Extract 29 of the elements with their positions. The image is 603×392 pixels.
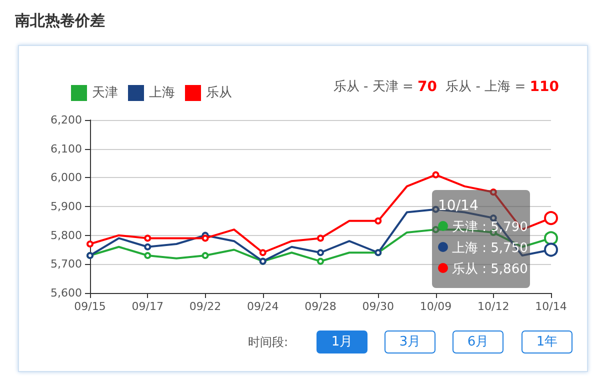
y-tick-label: 5,600 (50, 286, 82, 300)
legend-label: 乐从 (206, 86, 232, 100)
y-tick-label: 5,800 (50, 228, 82, 242)
text: 乐从 - 天津 = 70 (333, 79, 438, 95)
text: 6月 (467, 334, 489, 350)
text: 3月 (399, 334, 421, 350)
y-tick-label: 5,900 (50, 200, 82, 213)
annotation: 10/14 (438, 197, 480, 216)
x-tick-label: 09/24 (247, 300, 279, 313)
annotation: 乐从 : 5,860 (452, 262, 528, 277)
x-tick-label: 09/30 (362, 300, 394, 313)
legend-label: 上海 (149, 86, 175, 100)
text: 1月 (331, 334, 353, 350)
y-tick-label: 6,200 (50, 114, 82, 126)
y-tick-label: 5,700 (50, 258, 82, 271)
y-tick-label: 6,100 (50, 142, 82, 156)
x-tick-label: 10/14 (535, 300, 567, 313)
chart-title: 南北热卷价差 (14, 12, 105, 30)
x-tick-label: 09/15 (74, 300, 106, 313)
x-tick-label: 10/12 (478, 300, 510, 313)
text: 1年 (536, 334, 558, 350)
y-tick-label: 6,000 (50, 171, 82, 184)
legend-label: 天津 (92, 86, 118, 100)
x-tick-label: 09/17 (132, 300, 164, 313)
x-tick-label: 09/22 (189, 300, 222, 313)
x-tick-label: 10/09 (420, 300, 452, 313)
text: 时间段: (248, 335, 288, 349)
x-tick-label: 09/28 (304, 300, 336, 313)
text: 乐从 - 上海 = 110 (446, 79, 560, 95)
